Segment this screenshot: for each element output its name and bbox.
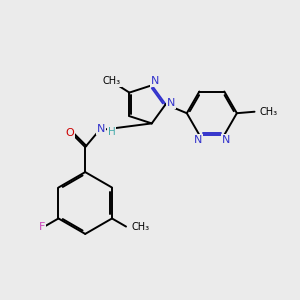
Text: N: N (151, 76, 160, 86)
Text: N: N (222, 135, 230, 145)
Text: CH₃: CH₃ (260, 107, 278, 117)
Text: H: H (108, 127, 116, 136)
Text: F: F (38, 222, 45, 232)
Text: N: N (97, 124, 105, 134)
Text: CH₃: CH₃ (131, 222, 149, 232)
Text: O: O (65, 128, 74, 138)
Text: CH₃: CH₃ (103, 76, 121, 86)
Text: N: N (167, 98, 175, 108)
Text: N: N (194, 135, 202, 145)
